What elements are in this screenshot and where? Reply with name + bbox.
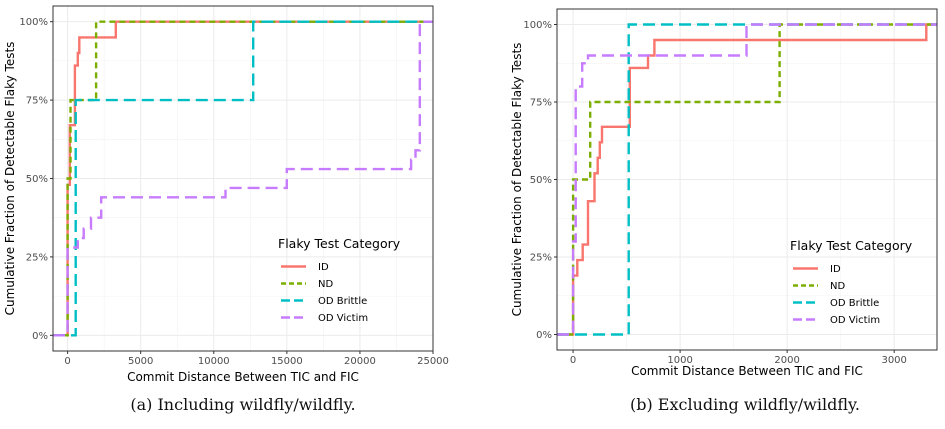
legend-label: OD Victim [318,313,368,324]
y-axis-title: Cumulative Fraction of Detectable Flaky … [3,42,17,316]
y-tick-label: 100% [19,17,48,28]
y-tick-label: 50% [26,174,48,185]
x-tick-label: 5000 [128,356,153,367]
legend-label: ND [318,279,333,290]
legend-title: Flaky Test Category [790,238,913,253]
y-tick-label: 0% [32,331,48,342]
series-line-od-victim [53,20,433,337]
series-line-id [557,23,937,336]
legend-label: ID [830,264,841,275]
y-tick-label: 75% [26,96,48,107]
x-tick-label: 3000 [881,355,906,366]
chart-panel-1: 0 5000 10000 15000 20000 25000 0% 25% 50% 75% 100%… [3,5,449,414]
x-tick-label: 0 [570,355,576,366]
y-axis-title: Cumulative Fraction of Detectable Flaky … [510,43,524,317]
x-tick-label: 1000 [667,355,692,366]
y-tick-label: 75% [530,98,552,109]
y-tick-label: 100% [523,20,552,31]
x-axis-title: Commit Distance Between TIC and FIC [127,370,359,384]
x-tick-label: 0 [64,356,70,367]
figure-caption: (a) Including wildfly/wildfly. [130,395,355,414]
legend-label: OD Victim [830,315,880,326]
legend: Flaky Test Category ID ND OD Brittle OD Vict… [790,238,913,326]
x-axis-title: Commit Distance Between TIC and FIC [631,364,863,378]
legend-title: Flaky Test Category [278,236,401,251]
legend: Flaky Test Category ID ND OD Brittle OD Vict… [278,236,401,324]
x-tick-label: 2000 [774,355,799,366]
series-line-od-brittle [53,20,433,337]
y-tick-label: 0% [536,330,552,341]
legend-label: OD Brittle [830,298,879,309]
y-tick-label: 25% [530,253,552,264]
x-tick-label: 25000 [417,356,449,367]
figure-caption: (b) Excluding wildfly/wildfly. [630,395,860,414]
y-tick-label: 50% [530,175,552,186]
chart-panel-2: 0 1000 2000 3000 0% 25% 50% 75% 100% Commit Dista… [510,8,938,414]
x-tick-label: 15000 [271,356,303,367]
x-tick-label: 20000 [344,356,376,367]
series-line-od-victim [557,23,937,336]
x-tick-label: 10000 [198,356,230,367]
legend-label: OD Brittle [318,296,367,307]
y-tick-label: 25% [26,252,48,263]
legend-label: ND [830,281,845,292]
legend-label: ID [318,262,329,273]
series-line-od-brittle [557,23,937,336]
